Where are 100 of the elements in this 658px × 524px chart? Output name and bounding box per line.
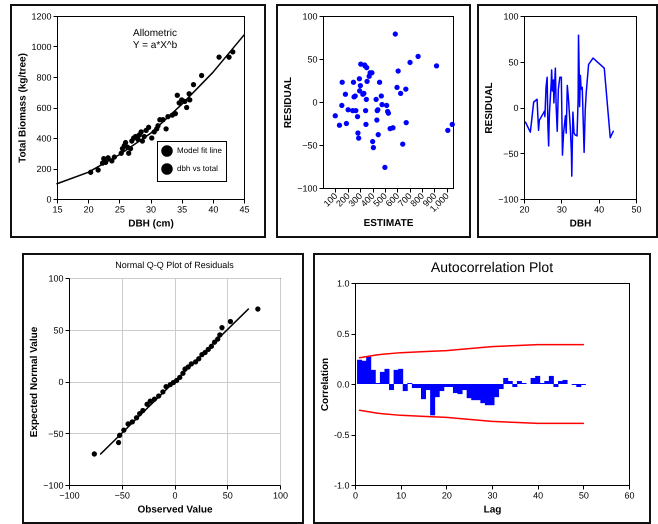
annotation: Allometric bbox=[133, 28, 177, 39]
point bbox=[374, 117, 380, 123]
point bbox=[215, 336, 220, 342]
point bbox=[163, 126, 169, 132]
y-tick-label: 800 bbox=[36, 72, 52, 82]
point bbox=[92, 451, 97, 457]
y-tick-label: 0 bbox=[58, 377, 64, 387]
y-tick-label: 0.5 bbox=[336, 329, 350, 339]
point bbox=[163, 384, 169, 390]
point bbox=[198, 72, 204, 78]
x-tick-label: 10 bbox=[396, 490, 406, 500]
point bbox=[135, 136, 141, 142]
y-tick-label: 0.0 bbox=[336, 380, 350, 390]
point bbox=[190, 82, 196, 88]
point bbox=[152, 396, 158, 402]
point bbox=[376, 132, 381, 138]
point bbox=[208, 344, 214, 349]
x-tick-label: 40 bbox=[208, 204, 218, 214]
y-tick-label: −50 bbox=[302, 140, 318, 150]
point bbox=[184, 104, 190, 110]
y-tick-label: −50 bbox=[503, 148, 518, 159]
point bbox=[122, 140, 128, 146]
y-axis-title: Correlation bbox=[320, 358, 331, 412]
x-tick-label: 30 bbox=[556, 204, 567, 214]
point bbox=[126, 150, 132, 156]
x-tick-label: 0 bbox=[352, 490, 358, 500]
point bbox=[206, 346, 211, 352]
point bbox=[404, 120, 409, 126]
point bbox=[228, 318, 234, 324]
point bbox=[187, 97, 192, 103]
x-tick-label: 15 bbox=[52, 204, 63, 214]
point bbox=[339, 102, 344, 108]
x-tick-label: 30 bbox=[487, 490, 498, 500]
point bbox=[230, 49, 236, 54]
y-axis-title: Total Biomass (kg/tree) bbox=[17, 53, 28, 163]
point bbox=[142, 134, 147, 140]
point bbox=[344, 120, 350, 126]
point bbox=[148, 398, 153, 404]
point bbox=[95, 167, 101, 173]
point bbox=[342, 92, 348, 97]
point bbox=[336, 122, 342, 128]
legend-label: dbh vs total bbox=[177, 164, 218, 173]
y-tick-label: 1200 bbox=[31, 12, 52, 22]
y-axis-title: Expected Normal Value bbox=[29, 326, 40, 438]
x-axis-title: ESTIMATE bbox=[364, 218, 414, 229]
point bbox=[188, 361, 194, 367]
x-tick-label: 20 bbox=[84, 204, 94, 214]
y-tick-label: 50 bbox=[508, 57, 518, 68]
x-tick-label: 50 bbox=[578, 490, 589, 500]
line-series bbox=[524, 34, 614, 177]
point bbox=[356, 76, 362, 82]
y-tick-label: 600 bbox=[36, 103, 52, 113]
x-tick-label: 45 bbox=[239, 204, 250, 214]
point bbox=[354, 114, 360, 120]
y-axis-title: RESIDUAL bbox=[484, 82, 496, 134]
point bbox=[373, 96, 379, 102]
point bbox=[174, 378, 180, 384]
point bbox=[376, 80, 382, 85]
point bbox=[186, 91, 192, 96]
point bbox=[382, 164, 388, 170]
point bbox=[177, 374, 182, 380]
point bbox=[174, 92, 180, 98]
point bbox=[105, 155, 111, 160]
point bbox=[116, 432, 122, 438]
point bbox=[109, 158, 114, 164]
x-tick-label: 100 bbox=[272, 490, 288, 500]
point bbox=[358, 83, 364, 88]
point bbox=[384, 102, 390, 108]
annotation: Y = a*X^b bbox=[132, 40, 178, 51]
point bbox=[88, 170, 94, 175]
point bbox=[332, 113, 338, 118]
point bbox=[118, 150, 124, 156]
point bbox=[407, 60, 413, 66]
chart-title: Autocorrelation Plot bbox=[430, 259, 554, 275]
point bbox=[146, 124, 152, 130]
x-tick-label: 20 bbox=[519, 204, 530, 214]
x-tick-label: 20 bbox=[442, 490, 452, 500]
point bbox=[392, 31, 398, 37]
point bbox=[362, 108, 368, 114]
point bbox=[400, 142, 406, 147]
point bbox=[130, 419, 135, 425]
point bbox=[255, 306, 260, 312]
point bbox=[140, 138, 146, 144]
point bbox=[138, 129, 144, 135]
point bbox=[445, 128, 450, 134]
x-axis-title: Lag bbox=[484, 504, 502, 516]
y-tick-label: 100 bbox=[302, 12, 318, 22]
point bbox=[156, 393, 162, 399]
point bbox=[226, 54, 232, 60]
x-axis-title: Observed Value bbox=[137, 504, 213, 516]
x-tick-label: 50 bbox=[631, 204, 642, 214]
point bbox=[434, 63, 440, 69]
y-tick-label: −50 bbox=[48, 428, 64, 439]
point bbox=[140, 408, 146, 414]
y-tick-label: 0 bbox=[513, 103, 518, 113]
point bbox=[378, 93, 384, 99]
x-tick-label: 40 bbox=[594, 204, 604, 214]
point bbox=[196, 356, 202, 362]
x-tick-label: 0 bbox=[172, 490, 178, 500]
y-tick-label: -0.5 bbox=[334, 430, 350, 440]
